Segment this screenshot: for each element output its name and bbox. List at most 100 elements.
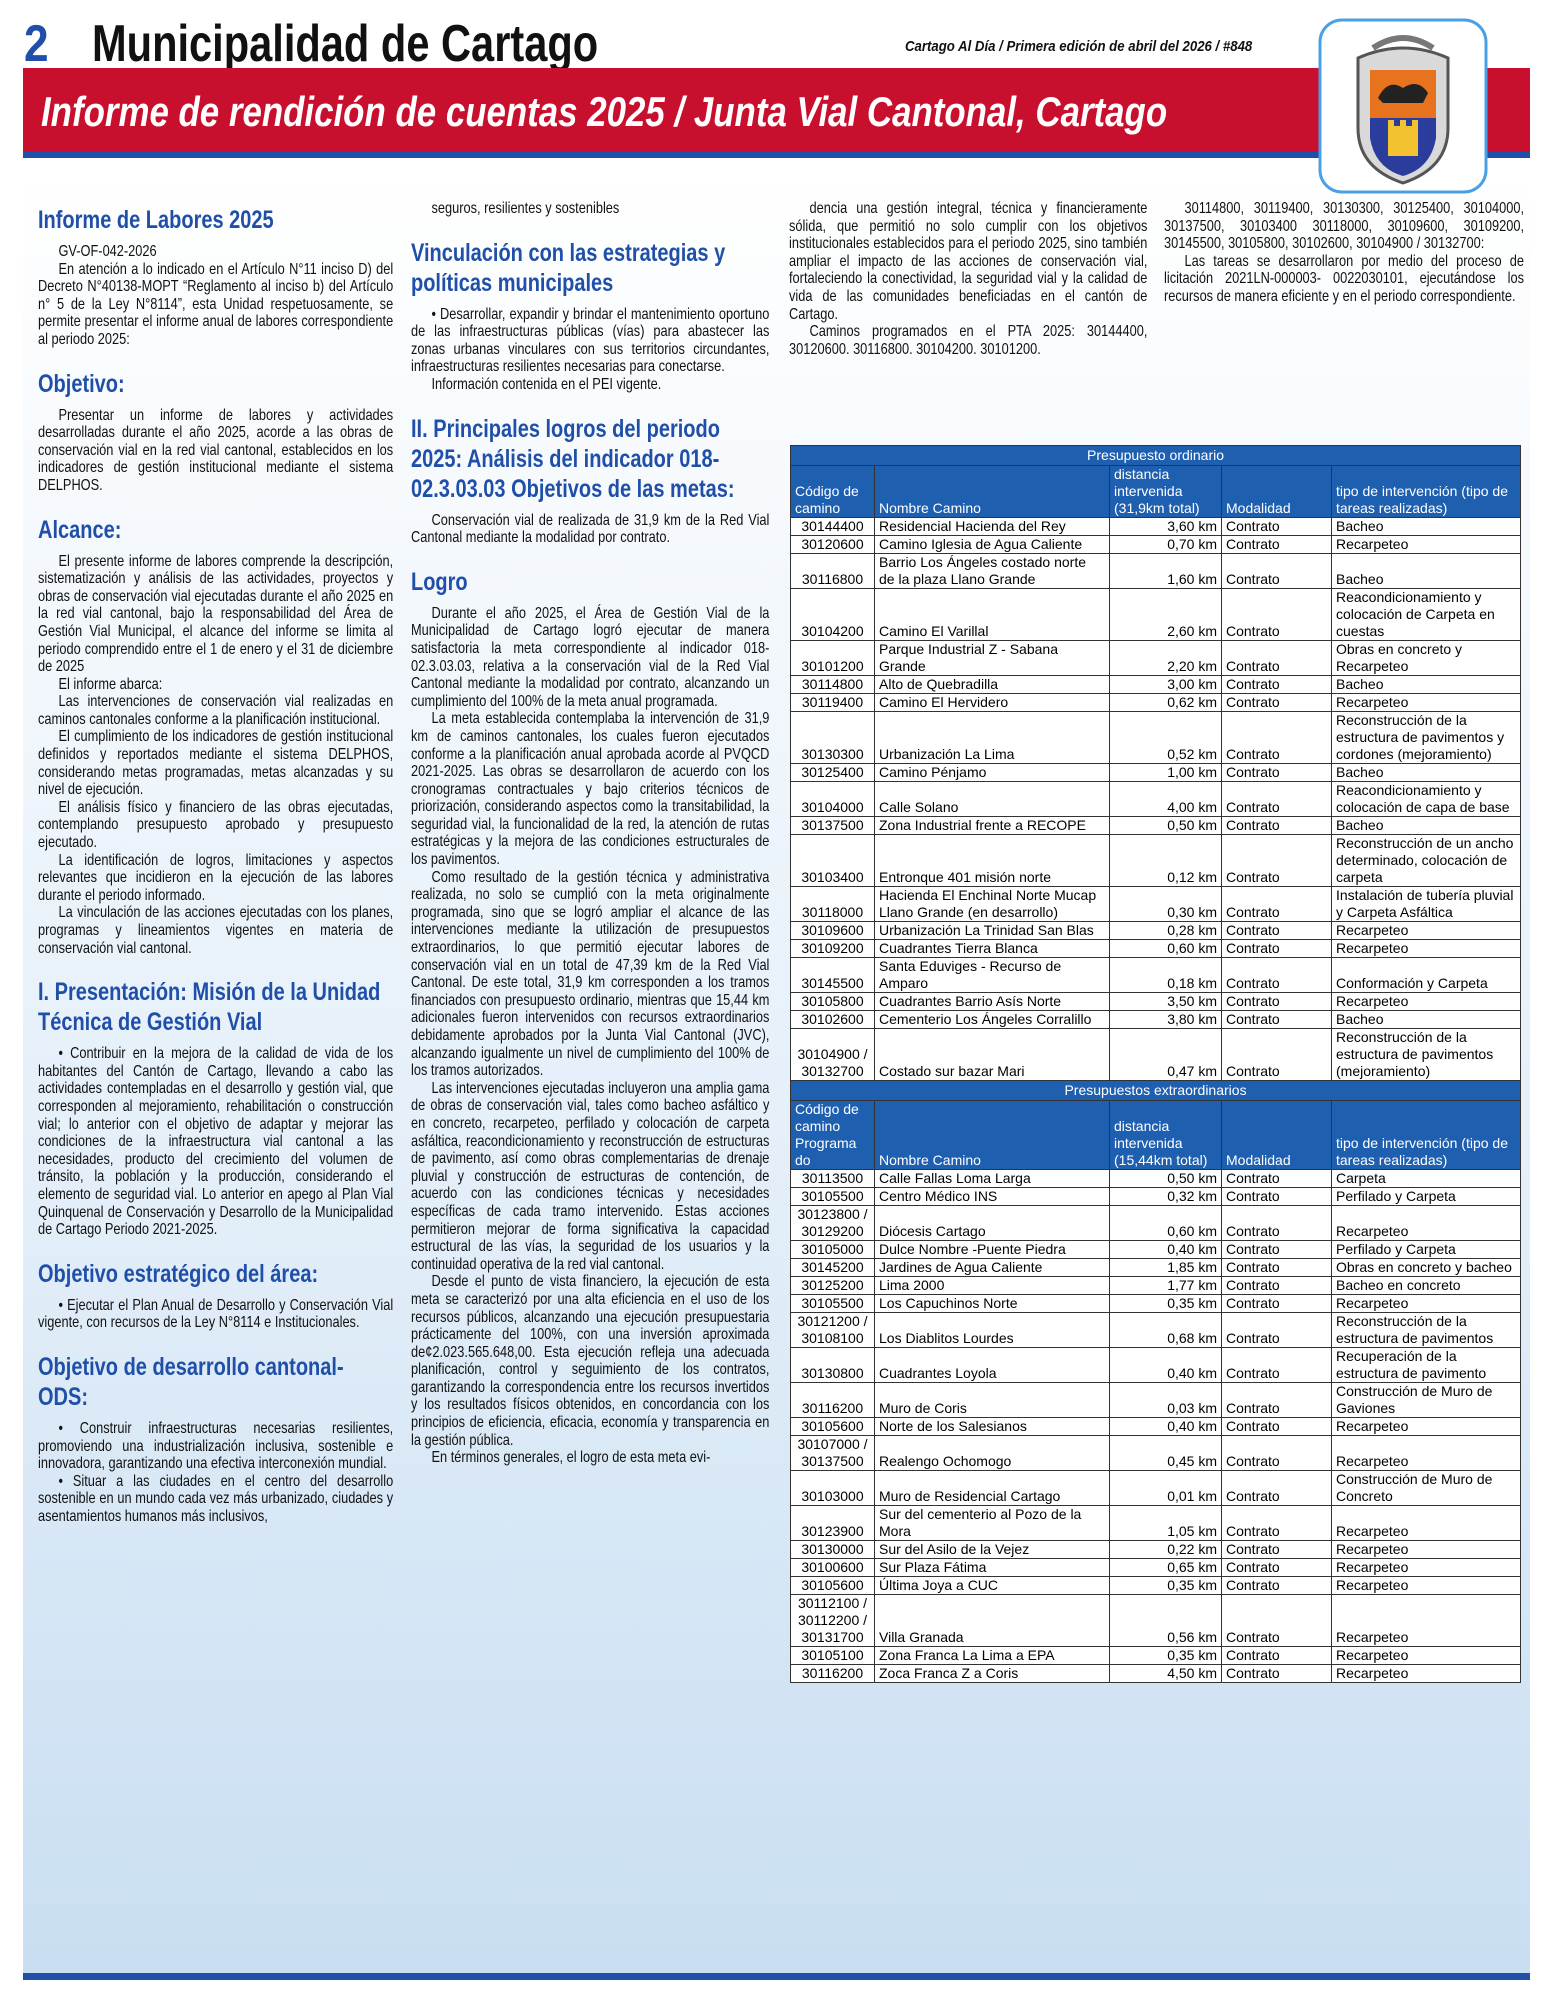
paragraph: Las intervenciones de conservación vial … — [38, 693, 394, 728]
table-cell: Sur del cementerio al Pozo de la Mora — [874, 1505, 1110, 1541]
table-cell: Contrato — [1221, 1540, 1332, 1559]
paragraph: • Ejecutar el Plan Anual de Desarrollo y… — [38, 1296, 394, 1332]
table-cell: Los Diablitos Lourdes — [874, 1312, 1110, 1348]
table-cell: Contrato — [1221, 939, 1332, 958]
table-cell: 0,30 km — [1109, 886, 1222, 922]
table-cell: 3,60 km — [1109, 517, 1222, 536]
table-cell: 0,40 km — [1109, 1240, 1222, 1259]
table-title-row: Presupuesto ordinario — [789, 445, 1522, 466]
paragraph: En atención a lo indicado en el Artículo… — [38, 260, 394, 348]
table-cell: Contrato — [1221, 763, 1332, 782]
table-cell: Diócesis Cartago — [874, 1205, 1110, 1241]
table-cell: Contrato — [1221, 1240, 1332, 1259]
table-row: 30113500 Calle Fallas Loma Larga 0,50 km Co… — [790, 1169, 1522, 1188]
column: Informe de Labores 2025 GV-OF-042-2026 En … — [38, 205, 393, 1525]
table-cell: Recarpeteo — [1330, 535, 1522, 554]
table-cell: 0,35 km — [1109, 1294, 1222, 1313]
table-cell: 30107000 / 30137500 — [790, 1435, 875, 1471]
paragraph: En términos generales, el logro de esta … — [431, 1449, 711, 1467]
table-row: 30116200 Zoca Franca Z a Coris 4,50 km Cont… — [790, 1664, 1522, 1683]
table-cell: Contrato — [1221, 1312, 1332, 1348]
paragraph: Conservación vial de realizada de 31,9 k… — [411, 511, 770, 547]
table-cell: Sur Plaza Fátima — [874, 1558, 1110, 1577]
table-cell: Recarpeteo — [1330, 1594, 1522, 1647]
table-cell: 0,68 km — [1109, 1312, 1222, 1348]
table-cell: 3,80 km — [1109, 1010, 1222, 1029]
table-row: 30104900 / 30132700 Costado sur bazar Mar… — [790, 1028, 1522, 1081]
table-cell: 30130800 — [790, 1347, 875, 1383]
table-cell: Calle Solano — [874, 781, 1110, 817]
table-cell: Barrio Los Ángeles costado norte de la p… — [874, 553, 1110, 589]
column-header: Modalidad — [1221, 1100, 1332, 1170]
section-heading: I. Presentación: Misión de la Unidad Téc… — [38, 978, 381, 1037]
table-cell: 30102600 — [790, 1010, 875, 1029]
table-cell: 30116200 — [790, 1664, 875, 1683]
table-cell: Contrato — [1221, 1505, 1332, 1541]
table-cell: Contrato — [1221, 1205, 1332, 1241]
table-cell: Contrato — [1221, 693, 1332, 712]
table-cell: 0,28 km — [1109, 921, 1222, 940]
table-cell: 30137500 — [790, 816, 875, 835]
table-cell: 30145500 — [790, 957, 875, 993]
table-cell: Reconstrucción de un ancho determinado, … — [1330, 834, 1522, 887]
section-heading: Objetivo estratégico del área: — [38, 1259, 319, 1288]
table-cell: Contrato — [1221, 1169, 1332, 1188]
table-cell: Contrato — [1221, 781, 1332, 817]
table-cell: 2,20 km — [1109, 640, 1222, 676]
table-cell: Contrato — [1221, 886, 1332, 922]
table-cell: Reconstrucción de la estructura de pavim… — [1330, 1312, 1522, 1348]
table-cell: Contrato — [1221, 992, 1332, 1011]
table-cell: Instalación de tubería pluvial y Carpeta… — [1330, 886, 1522, 922]
table-cell: Contrato — [1221, 921, 1332, 940]
section-heading: II. Principales logros del periodo 2025:… — [411, 414, 735, 503]
article-section: Objetivo estratégico del área: • Ejecutar… — [38, 1259, 393, 1332]
table-cell: 30123900 — [790, 1505, 875, 1541]
table-cell: 0,47 km — [1109, 1028, 1222, 1081]
table-body: Presupuesto ordinario Código de camino Nom… — [789, 445, 1522, 1683]
table-cell: Residencial Hacienda del Rey — [874, 517, 1110, 536]
footer-rule — [23, 1973, 1530, 1980]
table-title: Presupuestos extraordinarios — [789, 1080, 1522, 1101]
table-cell: Contrato — [1221, 1010, 1332, 1029]
table-cell: Reconstrucción de la estructura de pavim… — [1330, 711, 1522, 764]
table-cell: Villa Granada — [874, 1594, 1110, 1647]
paragraph: Las intervenciones ejecutadas incluyeron… — [411, 1079, 770, 1273]
column-header: tipo de intervención (tipo de tareas rea… — [1330, 1100, 1522, 1170]
table-row: 30103400 Entronque 401 misión norte 0,12 k… — [790, 834, 1522, 887]
table-cell: Contrato — [1221, 1347, 1332, 1383]
table-cell: Dulce Nombre -Puente Piedra — [874, 1240, 1110, 1259]
table-cell: Contrato — [1221, 517, 1332, 536]
table-row: 30107000 / 30137500 Realengo Ochomogo 0,45… — [790, 1435, 1522, 1471]
section-heading: Logro — [411, 567, 468, 596]
table-cell: 0,52 km — [1109, 711, 1222, 764]
table-cell: Recarpeteo — [1330, 921, 1522, 940]
table-row: 30125400 Camino Pénjamo 1,00 km Contrato Bac… — [790, 763, 1522, 782]
table-row: 30101200 Parque Industrial Z - Sabana Gra… — [790, 640, 1522, 676]
table-cell: 0,35 km — [1109, 1576, 1222, 1595]
table-cell: 1,85 km — [1109, 1258, 1222, 1277]
table-cell: Contrato — [1221, 1294, 1332, 1313]
table-cell: Contrato — [1221, 553, 1332, 589]
paragraph: 30114800, 30119400, 30130300, 30125400, … — [1164, 200, 1524, 253]
header-row: Código de camino Nombre Camino distancia i… — [790, 465, 1522, 518]
table-cell: Contrato — [1221, 1417, 1332, 1436]
table-row: 30130800 Cuadrantes Loyola 0,40 km Contrato… — [790, 1347, 1522, 1383]
table-cell: Parque Industrial Z - Sabana Grande — [874, 640, 1110, 676]
table-cell: 30105600 — [790, 1417, 875, 1436]
table-cell: Reconstrucción de la estructura de pavim… — [1330, 1028, 1522, 1081]
table-row: 30130300 Urbanización La Lima 0,52 km Contr… — [790, 711, 1522, 764]
table-cell: Contrato — [1221, 1187, 1332, 1206]
column-header: Nombre Camino — [874, 1100, 1110, 1170]
column: seguros, resilientes y sostenibles Vincul… — [411, 200, 769, 1467]
table-cell: Bacheo — [1330, 763, 1522, 782]
table-row: 30144400 Residencial Hacienda del Rey 3,60… — [790, 517, 1522, 536]
table-cell: 30105000 — [790, 1240, 875, 1259]
paragraph: Caminos programados en el PTA 2025: 3014… — [789, 323, 1148, 358]
table-cell: 30103400 — [790, 834, 875, 887]
table-cell: Lima 2000 — [874, 1276, 1110, 1295]
table-cell: Contrato — [1221, 957, 1332, 993]
table-cell: 0,50 km — [1109, 1169, 1222, 1188]
table-cell: Contrato — [1221, 1594, 1332, 1647]
